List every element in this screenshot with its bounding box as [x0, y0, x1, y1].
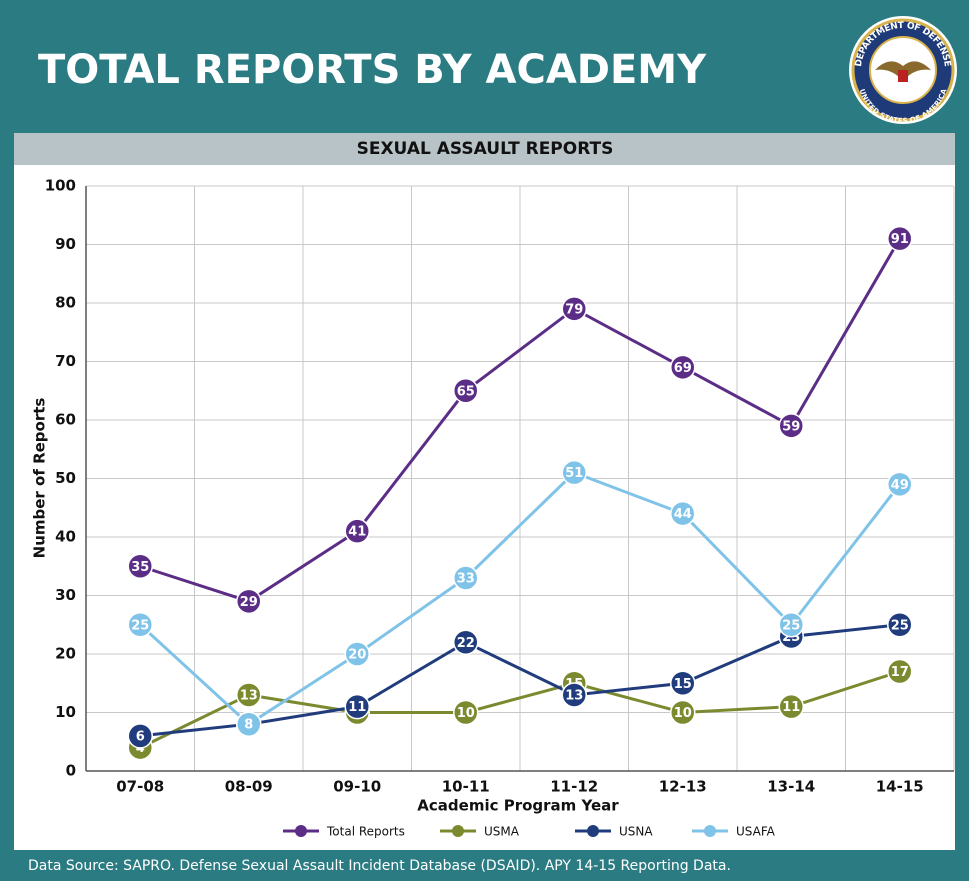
data-label: 49: [891, 478, 909, 493]
data-point: [670, 500, 696, 527]
data-point: [561, 682, 587, 708]
y-tick-label: 10: [55, 703, 76, 721]
data-label: 25: [131, 618, 149, 633]
data-point: [127, 553, 153, 579]
data-point: [778, 413, 804, 439]
data-label: 65: [457, 384, 475, 399]
data-label: 41: [348, 525, 366, 540]
data-label: 44: [674, 507, 692, 522]
data-label: 11: [348, 700, 366, 715]
data-label: 20: [348, 648, 366, 663]
legend-label: Total Reports: [326, 825, 405, 839]
data-point: [453, 378, 479, 404]
series-line: [139, 670, 901, 749]
data-point: [887, 658, 913, 685]
data-point: [778, 693, 804, 720]
y-tick-label: 80: [55, 294, 76, 312]
data-point: [127, 723, 153, 749]
page-title: TOTAL REPORTS BY ACADEMY: [38, 47, 707, 93]
data-point: [887, 612, 913, 638]
x-axis-title: Academic Program Year: [417, 797, 619, 815]
data-point: [344, 641, 370, 667]
seal: DEPARTMENT OF DEFENSE UNITED STATES OF A…: [849, 16, 957, 125]
chart-title: SEXUAL ASSAULT REPORTS: [357, 139, 614, 159]
legend-swatch-marker: [295, 825, 307, 837]
footer-source: Data Source: SAPRO. Defense Sexual Assau…: [28, 858, 731, 874]
y-tick-label: 0: [66, 762, 76, 780]
data-label: 6: [136, 729, 145, 744]
data-label: 69: [674, 361, 692, 376]
data-point: [887, 225, 913, 252]
subtitle-bar: [14, 133, 955, 165]
data-point: [778, 612, 804, 638]
series-line: [139, 470, 901, 727]
data-label: 79: [565, 302, 583, 317]
data-point: [344, 693, 370, 720]
data-label: 15: [674, 677, 692, 692]
legend-swatch-marker: [452, 825, 464, 837]
y-tick-label: 20: [55, 645, 76, 663]
data-point: [236, 711, 262, 737]
data-label: 13: [565, 688, 583, 703]
data-point: [561, 296, 587, 322]
series-line: [139, 237, 902, 603]
series-line: [140, 623, 900, 738]
data-point: [887, 471, 913, 498]
y-tick-label: 30: [55, 586, 76, 604]
data-label: 17: [891, 665, 909, 680]
legend-label: USAFA: [736, 825, 776, 839]
data-point: [236, 588, 262, 615]
data-label: 25: [782, 618, 800, 633]
y-tick-label: 40: [55, 528, 76, 546]
data-point: [344, 518, 370, 544]
data-point: [561, 459, 587, 486]
y-tick-label: 90: [55, 235, 76, 253]
x-tick-label: 12-13: [659, 778, 707, 796]
data-point: [453, 629, 479, 656]
data-point: [670, 670, 696, 696]
y-tick-label: 70: [55, 352, 76, 370]
x-tick-label: 07-08: [116, 778, 164, 796]
legend-label: USMA: [484, 825, 520, 839]
data-label: 11: [782, 700, 800, 715]
data-point: [236, 682, 262, 708]
seal-eagle: [875, 61, 931, 78]
data-label: 91: [891, 232, 909, 247]
data-label: 10: [674, 706, 692, 721]
x-tick-label: 08-09: [225, 778, 273, 796]
x-tick-label: 10-11: [442, 778, 490, 796]
data-point: [453, 699, 479, 726]
seal-shield: [898, 70, 908, 82]
data-label: 25: [891, 618, 909, 633]
data-label: 33: [457, 571, 475, 586]
x-tick-label: 13-14: [767, 778, 815, 796]
data-label: 8: [244, 718, 253, 733]
y-tick-label: 100: [45, 177, 76, 195]
data-label: 22: [457, 636, 475, 651]
data-point: [453, 565, 479, 591]
x-tick-label: 11-12: [550, 778, 598, 796]
data-label: 51: [565, 466, 583, 481]
y-tick-label: 50: [55, 469, 76, 487]
data-label: 59: [782, 419, 800, 434]
chart-area: [14, 165, 955, 850]
data-point: [670, 354, 696, 381]
y-tick-label: 60: [55, 411, 76, 429]
legend-swatch-marker: [704, 825, 716, 837]
legend-swatch-marker: [587, 825, 599, 837]
x-tick-label: 14-15: [876, 778, 924, 796]
data-point: [127, 612, 153, 638]
data-label: 13: [240, 688, 258, 703]
legend-label: USNA: [619, 825, 653, 839]
data-point: [670, 699, 696, 726]
data-label: 10: [457, 706, 475, 721]
x-tick-label: 09-10: [333, 778, 381, 796]
data-label: 35: [131, 560, 149, 575]
data-label: 29: [240, 595, 258, 610]
y-axis-title: Number of Reports: [31, 398, 49, 559]
